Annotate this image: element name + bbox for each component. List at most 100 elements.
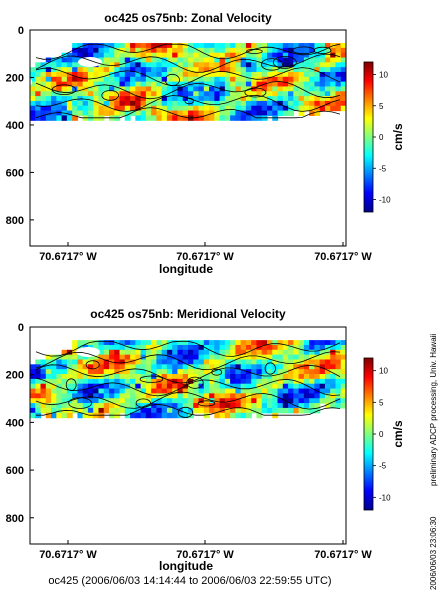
zonal-cell <box>330 105 337 112</box>
meridional-cell <box>156 354 163 361</box>
zonal-cell <box>109 91 115 97</box>
meridional-cell <box>235 398 242 404</box>
meridional-cell <box>151 369 157 375</box>
meridional-cell <box>267 374 273 380</box>
meridional-cell <box>288 374 294 380</box>
zonal-title: oc425 os75nb: Zonal Velocity <box>104 11 272 25</box>
meridional-cell <box>72 364 78 370</box>
meridional-cell <box>182 359 189 365</box>
zonal-cell <box>98 96 105 102</box>
meridional-cell <box>240 412 247 419</box>
meridional-cell <box>72 403 78 409</box>
meridional-cell <box>288 403 294 409</box>
meridional-cell <box>56 412 63 419</box>
zonal-cell <box>309 100 315 107</box>
meridional-cell <box>103 383 110 390</box>
zonal-cell <box>172 76 179 83</box>
meridional-cell <box>224 407 231 414</box>
zonal-cell <box>235 47 242 54</box>
zonal-cell <box>114 52 121 59</box>
zonal-x-ticks: 70.6717° W 70.6717° W 70.6717° W <box>39 242 372 263</box>
zonal-cell <box>109 76 115 83</box>
zonal-cell <box>314 100 321 107</box>
zonal-colorbar-label: cm/s <box>391 123 405 151</box>
meridional-cell <box>51 412 57 419</box>
meridional-cell <box>30 374 36 380</box>
zonal-cell <box>251 43 258 49</box>
meridional-cell <box>166 344 173 351</box>
zonal-cell <box>261 100 268 107</box>
meridional-cell <box>77 354 84 361</box>
meridional-cell <box>230 349 236 356</box>
meridional-cell <box>145 383 152 390</box>
meridional-cell <box>177 412 184 419</box>
zonal-cell <box>219 81 226 88</box>
zonal-cell <box>30 76 36 83</box>
zonal-cell <box>214 86 221 92</box>
zonal-cell <box>135 76 142 83</box>
zonal-cell <box>51 67 57 73</box>
zonal-cell <box>298 81 305 88</box>
meridional-cell <box>314 349 321 356</box>
meridional-cell <box>256 340 263 346</box>
zonal-cell <box>293 52 300 59</box>
zonal-cell <box>209 71 215 78</box>
meridional-cell <box>240 388 247 394</box>
zonal-cell <box>135 57 142 63</box>
meridional-cell <box>103 378 110 385</box>
zonal-cell <box>193 43 200 49</box>
zonal-contour-line <box>35 43 341 60</box>
zonal-cell <box>114 91 121 97</box>
meridional-contour-loop <box>186 376 204 389</box>
zonal-cell <box>298 76 305 83</box>
meridional-cell <box>151 340 157 346</box>
meridional-cell <box>193 364 200 370</box>
zonal-cell <box>245 57 252 63</box>
zonal-cell <box>193 62 200 68</box>
meridional-cell <box>40 393 47 399</box>
zonal-cell <box>72 86 78 92</box>
zonal-cell <box>193 91 200 97</box>
zonal-cell <box>288 105 294 112</box>
zonal-cell <box>30 105 36 112</box>
meridional-cell <box>124 369 131 375</box>
zonal-cell <box>166 86 173 92</box>
meridional-cell <box>198 349 205 356</box>
meridional-cell <box>319 374 326 380</box>
meridional-cell <box>188 354 194 361</box>
meridional-cell <box>240 344 247 351</box>
meridional-cell <box>230 393 236 399</box>
zonal-cell <box>188 110 194 116</box>
zonal-cell <box>314 81 321 88</box>
zonal-cell <box>214 115 221 121</box>
zonal-cell <box>140 110 147 116</box>
meridional-cell <box>309 403 315 409</box>
meridional-x-tick-1: 70.6717° W <box>39 549 97 561</box>
zonal-cell <box>240 52 247 59</box>
zonal-cell <box>151 91 157 97</box>
meridional-cell <box>245 354 252 361</box>
meridional-cell <box>119 364 126 370</box>
zonal-contour-loop <box>164 73 180 87</box>
meridional-cell <box>103 344 110 351</box>
zonal-cell <box>124 67 131 73</box>
zonal-cell <box>151 57 157 63</box>
zonal-cell <box>166 115 173 121</box>
zonal-cell <box>109 71 115 78</box>
zonal-cell <box>156 110 163 116</box>
zonal-cell <box>77 81 84 88</box>
meridional-cell <box>151 412 157 419</box>
meridional-cell <box>109 354 115 361</box>
meridional-cell <box>240 374 247 380</box>
zonal-cell <box>182 71 189 78</box>
meridional-cell <box>130 364 136 370</box>
meridional-cell <box>298 393 305 399</box>
meridional-cell <box>245 340 252 346</box>
zonal-cell <box>277 43 284 49</box>
zonal-cell <box>82 105 89 112</box>
zonal-cell <box>166 67 173 73</box>
meridional-cell <box>251 364 258 370</box>
zonal-cell <box>166 57 173 63</box>
meridional-cell <box>203 374 210 380</box>
